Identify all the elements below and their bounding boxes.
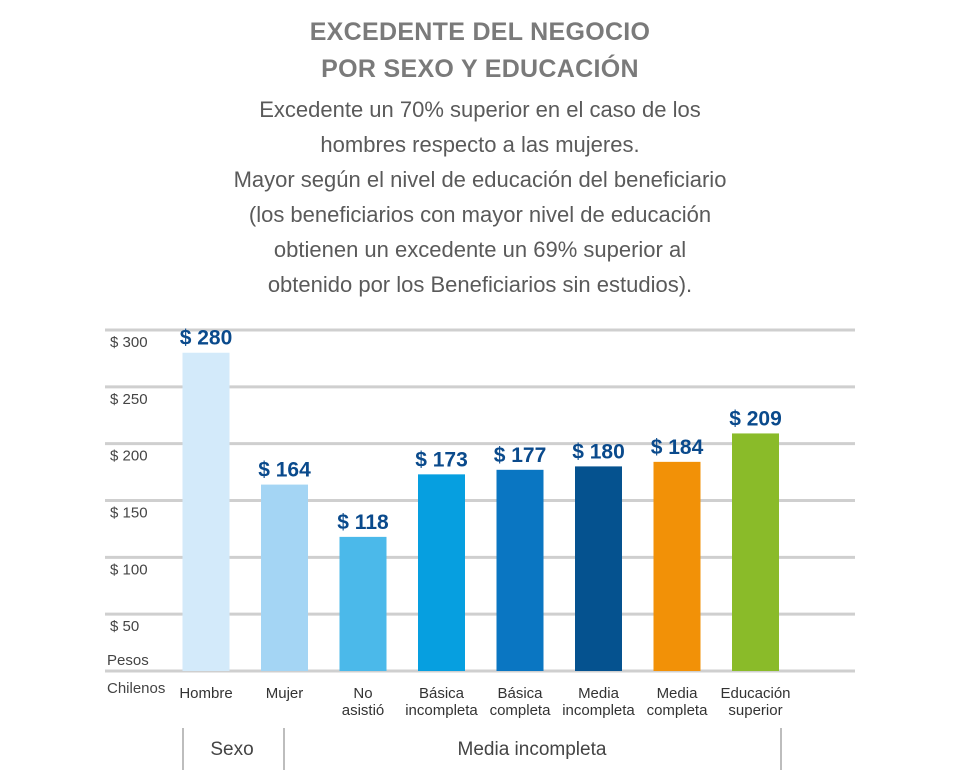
y-tick-label: $ 200 (110, 448, 148, 465)
x-tick-label: No (353, 685, 372, 702)
y-axis-label: Pesos (107, 652, 149, 669)
bar (418, 474, 465, 671)
data-label: $ 280 (180, 327, 233, 350)
bar (653, 461, 701, 671)
subtitle-line: (los beneficiarios con mayor nivel de ed… (248, 202, 712, 227)
x-tick-label: Media (578, 685, 620, 702)
bar (261, 484, 308, 671)
data-label: $ 173 (415, 448, 468, 471)
group-label: Media incompleta (458, 739, 607, 760)
bar (496, 469, 544, 671)
y-tick-label: $ 100 (110, 561, 148, 578)
x-tick-label: completa (647, 702, 709, 719)
y-tick-label: $ 150 (110, 505, 148, 522)
group-label: Sexo (210, 739, 253, 760)
subtitle-line: Mayor según el nivel de educación del be… (233, 167, 727, 192)
data-label: $ 180 (572, 440, 625, 463)
subtitle-line: hombres respecto a las mujeres. (320, 132, 640, 157)
subtitle-line: Excedente un 70% superior en el caso de … (259, 97, 701, 122)
x-tick-label: Educación (720, 685, 790, 702)
data-label: $ 118 (337, 511, 389, 534)
bar (575, 466, 622, 671)
x-tick-label: asistió (342, 702, 385, 719)
x-tick-label: Hombre (179, 685, 232, 702)
bar (732, 433, 779, 671)
chart-title-line-1: EXCEDENTE DEL NEGOCIO (309, 18, 651, 46)
x-tick-label: incompleta (562, 702, 635, 719)
x-tick-label: completa (490, 702, 552, 719)
subtitle-line: obtienen un excedente un 69% superior al (273, 237, 687, 262)
x-tick-label: Media (657, 685, 699, 702)
x-tick-label: incompleta (405, 702, 478, 719)
x-tick-label: Mujer (266, 685, 304, 702)
data-label: $ 177 (494, 444, 547, 467)
y-tick-label: $ 50 (110, 618, 139, 635)
x-tick-label: superior (728, 702, 782, 719)
chart-subtitle: Excedente un 70% superior en el caso de … (180, 92, 780, 302)
y-tick-label: $ 250 (110, 391, 148, 408)
data-label: $ 184 (651, 436, 704, 459)
subtitle-line: obtenido por los Beneficiarios sin estud… (267, 272, 693, 297)
y-tick-label: $ 300 (110, 334, 148, 351)
x-tick-label: Básica (497, 685, 543, 702)
data-label: $ 164 (258, 459, 311, 482)
bar (339, 536, 387, 671)
data-label: $ 209 (729, 407, 782, 430)
x-tick-label: Básica (419, 685, 465, 702)
chart-title-line-2: POR SEXO Y EDUCACIÓN (321, 55, 639, 83)
y-axis-label: Chilenos (107, 680, 165, 697)
bar (182, 352, 230, 671)
